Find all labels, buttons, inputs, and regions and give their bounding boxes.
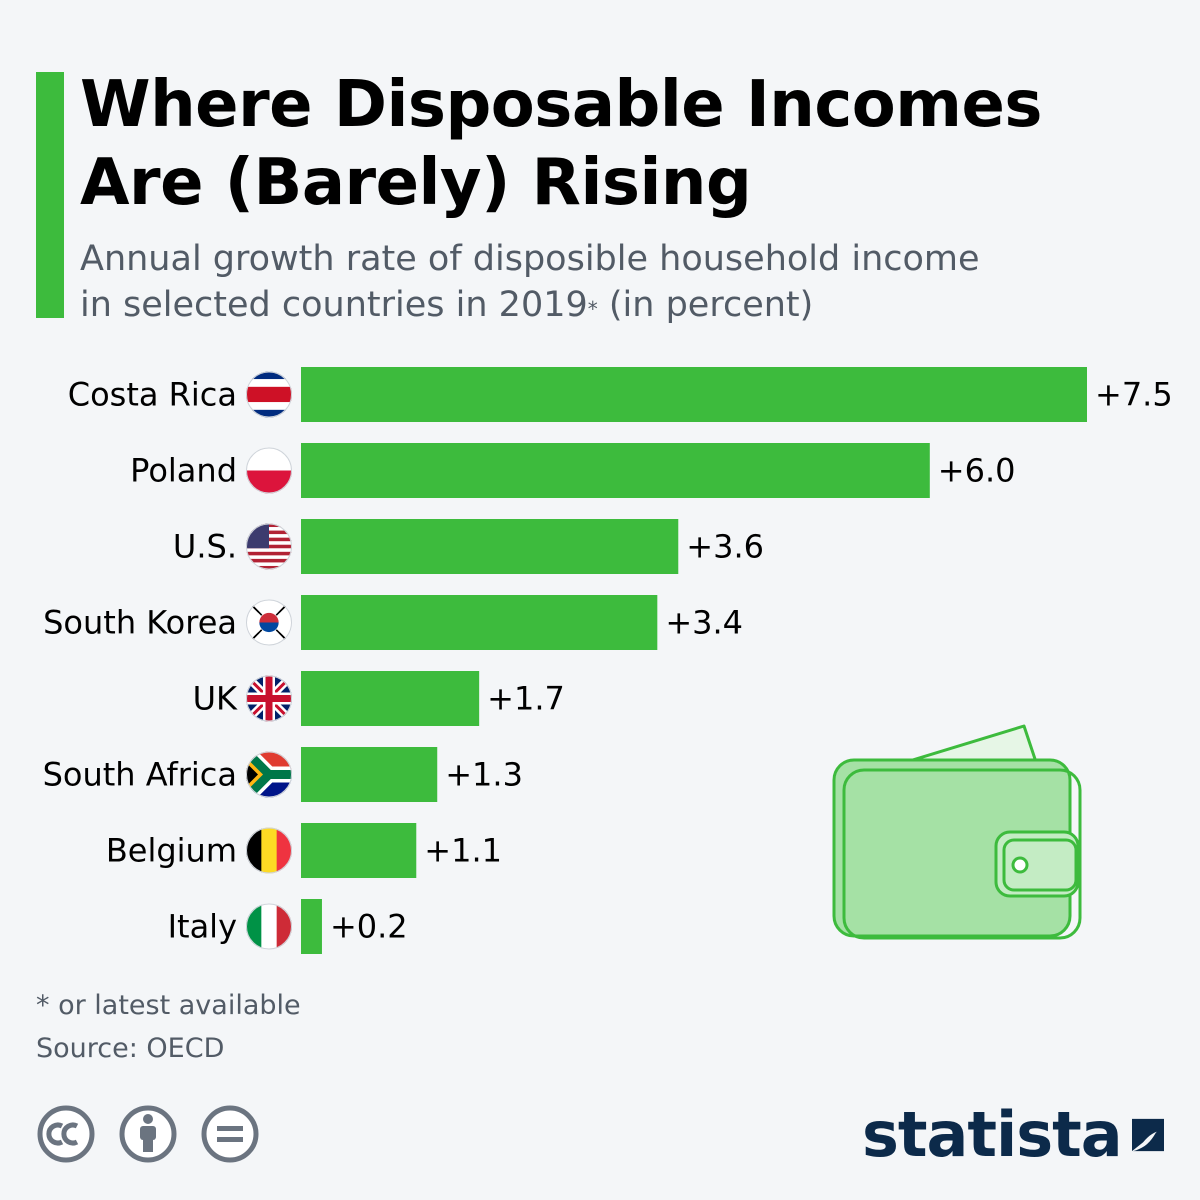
footnote-marker: *	[587, 297, 598, 321]
bar	[301, 747, 438, 802]
chart-subtitle: Annual growth rate of disposible househo…	[80, 236, 1170, 328]
wallet-icon	[832, 724, 1082, 940]
bar	[301, 443, 930, 498]
statista-mark-icon	[1131, 1118, 1164, 1152]
value-label: +1.7	[487, 680, 565, 718]
flag-outline	[246, 675, 292, 722]
flag-outline	[246, 903, 292, 950]
accent-bar	[36, 72, 64, 318]
flag-outline	[246, 523, 292, 570]
flag-outline	[246, 827, 292, 874]
subtitle-line-2-text: in selected countries in 2019	[80, 285, 588, 325]
chart-title: Where Disposable Incomes Are (Barely) Ri…	[80, 66, 1170, 222]
value-label: +3.4	[665, 604, 743, 642]
costa-rica-flag-icon	[246, 371, 292, 418]
bar	[301, 595, 658, 650]
category-label: UK	[193, 680, 238, 718]
flag-outline	[246, 371, 292, 418]
title-line-1: Where Disposable Incomes	[80, 68, 1042, 142]
flag-outline	[246, 447, 292, 494]
value-label: +1.1	[424, 832, 502, 870]
bar	[301, 899, 322, 954]
subtitle-unit: (in percent)	[597, 285, 814, 325]
title-line-2: Are (Barely) Rising	[80, 146, 752, 220]
flag-outline	[246, 751, 292, 798]
attribution-icon[interactable]	[118, 1104, 178, 1164]
south-korea-flag-icon	[246, 599, 292, 646]
no-derivatives-icon[interactable]	[200, 1104, 260, 1164]
value-label: +3.6	[686, 528, 764, 566]
flag-outline	[246, 599, 292, 646]
category-label: Italy	[168, 908, 237, 946]
value-label: +7.5	[1095, 376, 1173, 414]
value-label: +1.3	[445, 756, 523, 794]
subtitle-line-2: in selected countries in 2019* (in perce…	[80, 282, 1170, 328]
footnote: * or latest available	[36, 990, 301, 1021]
value-label: +0.2	[330, 908, 408, 946]
bar-chart: Costa Rica +7.5 Poland +6.0 U.S. +3.6 South Ko…	[43, 367, 1173, 954]
category-label: Belgium	[106, 832, 237, 870]
license-icons	[36, 1104, 260, 1166]
bar	[301, 823, 417, 878]
uk-flag-icon	[246, 675, 292, 722]
creative-commons-icon[interactable]	[36, 1104, 96, 1164]
source-text: Source: OECD	[36, 1033, 225, 1064]
subtitle-line-1: Annual growth rate of disposible househo…	[80, 239, 980, 279]
bar	[301, 367, 1087, 422]
category-label: Costa Rica	[68, 376, 237, 414]
poland-flag-icon	[246, 447, 292, 494]
statista-logo[interactable]: statista	[862, 1100, 1164, 1170]
category-label: South Africa	[43, 756, 237, 794]
category-label: U.S.	[173, 528, 237, 566]
category-label: South Korea	[43, 604, 237, 642]
brand-name: statista	[862, 1098, 1123, 1171]
bar	[301, 671, 480, 726]
bar	[301, 519, 679, 574]
category-label: Poland	[130, 452, 237, 490]
value-label: +6.0	[938, 452, 1016, 490]
